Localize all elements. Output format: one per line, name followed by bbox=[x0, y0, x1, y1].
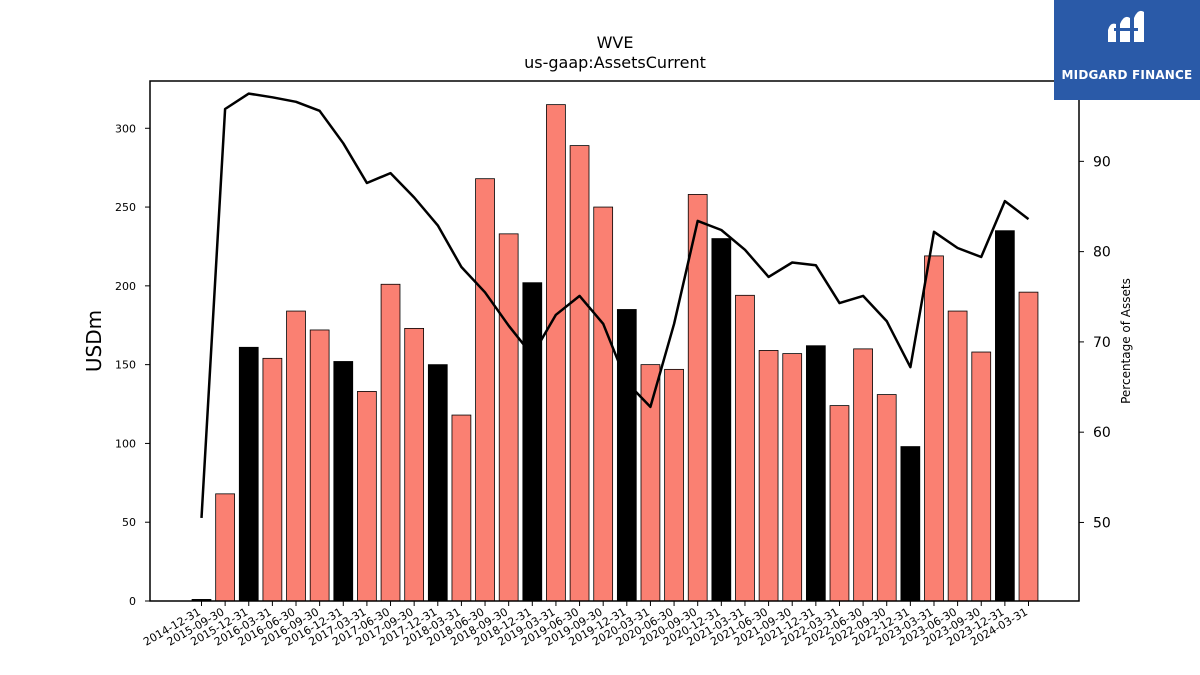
bar-2023-06-30 bbox=[947, 310, 968, 602]
bar-2017-06-30 bbox=[380, 283, 401, 602]
bar-2016-06-30 bbox=[286, 310, 306, 602]
y-left-tick-label: 150 bbox=[115, 359, 136, 372]
bar-2021-06-30 bbox=[758, 350, 779, 602]
logo-mark-icon bbox=[1108, 10, 1144, 42]
y-left-tick-label: 50 bbox=[122, 516, 136, 529]
percentage-line bbox=[200, 92, 1030, 518]
y-axis-label-right: Percentage of Assets bbox=[1119, 278, 1133, 404]
chart-title: WVE bbox=[597, 33, 634, 52]
y-right-tick-label: 50 bbox=[1093, 515, 1111, 531]
bar-2019-12-31 bbox=[616, 309, 637, 602]
bar-2019-03-31 bbox=[546, 104, 566, 602]
chart-subtitle: us-gaap:AssetsCurrent bbox=[524, 53, 706, 72]
plot-frame bbox=[149, 80, 1080, 602]
bar-2016-12-31 bbox=[333, 361, 354, 602]
y-right-tick-label: 60 bbox=[1093, 425, 1111, 441]
bar-2022-03-31 bbox=[829, 405, 850, 602]
bars-layer bbox=[191, 104, 1039, 602]
y-right-tick-label: 70 bbox=[1093, 335, 1111, 351]
bar-2022-09-30 bbox=[876, 394, 897, 602]
bar-2023-12-31 bbox=[995, 230, 1015, 602]
bar-2018-12-31 bbox=[522, 282, 543, 602]
bar-2022-12-31 bbox=[900, 446, 921, 602]
bar-2023-03-31 bbox=[924, 255, 944, 602]
bar-2021-09-30 bbox=[782, 353, 803, 602]
bar-2017-12-31 bbox=[427, 364, 448, 602]
line-layer bbox=[200, 92, 1030, 518]
y-axis-label-left: USDm bbox=[82, 310, 106, 372]
bar-2021-03-31 bbox=[735, 294, 755, 602]
bar-2016-03-31 bbox=[262, 357, 283, 602]
bar-2020-09-30 bbox=[687, 194, 708, 602]
bar-2018-09-30 bbox=[498, 233, 519, 602]
y-left-tick-label: 0 bbox=[129, 595, 136, 608]
bar-2015-09-30 bbox=[215, 493, 235, 602]
bar-2019-06-30 bbox=[569, 145, 590, 602]
y-left-tick-label: 300 bbox=[115, 122, 136, 135]
bar-2017-09-30 bbox=[404, 327, 425, 602]
bar-2016-09-30 bbox=[309, 329, 330, 602]
bar-2018-03-31 bbox=[451, 414, 472, 602]
bar-2022-06-30 bbox=[853, 348, 873, 602]
y-right-tick-label: 90 bbox=[1093, 154, 1111, 170]
logo-text: MIDGARD FINANCE bbox=[1061, 68, 1193, 82]
brand-logo: MIDGARD FINANCE bbox=[1054, 0, 1200, 100]
bar-2018-06-30 bbox=[475, 178, 495, 602]
bar-2020-12-31 bbox=[711, 238, 732, 602]
y-right-tick-label: 80 bbox=[1093, 245, 1111, 261]
bar-2023-09-30 bbox=[971, 351, 992, 602]
y-left-tick-label: 100 bbox=[115, 437, 136, 450]
bar-2019-09-30 bbox=[593, 206, 614, 602]
bar-2017-03-31 bbox=[357, 391, 377, 602]
bar-2021-12-31 bbox=[805, 345, 826, 602]
y-left-tick-label: 250 bbox=[115, 201, 136, 214]
bar-2024-03-31 bbox=[1018, 291, 1039, 602]
bar-2020-06-30 bbox=[664, 368, 684, 602]
bar-2015-12-31 bbox=[238, 346, 259, 602]
y-left-tick-label: 200 bbox=[115, 280, 136, 293]
